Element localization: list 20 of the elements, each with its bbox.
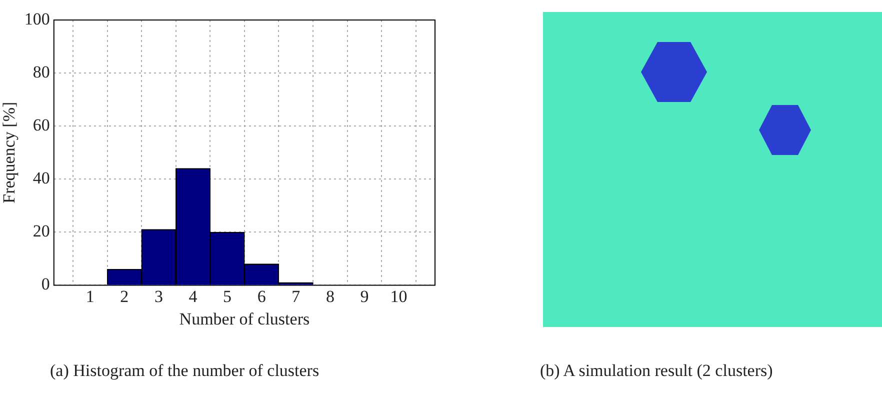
x-tick-label: 8 (326, 286, 334, 306)
text: (a) Histogram of the number of clusters (50, 360, 320, 382)
y-tick-label: 40 (32, 168, 50, 188)
y-tick-label: 80 (32, 62, 50, 82)
x-tick-label: 9 (360, 286, 369, 306)
text: (b) A simulation result (2 clusters) (540, 360, 774, 382)
y-tick-label: 100 (24, 9, 50, 28)
y-axis-title: Frequency [%] (0, 102, 19, 204)
x-tick-label: 6 (257, 286, 266, 306)
y-tick-label: 20 (32, 222, 50, 241)
x-tick-label: 10 (390, 286, 408, 306)
x-tick-label: 3 (154, 286, 163, 306)
x-tick-label: 2 (120, 286, 129, 306)
x-axis-title: Number of clusters (179, 309, 310, 328)
y-tick-label: 0 (41, 274, 50, 294)
x-tick-label: 4 (188, 286, 198, 306)
x-tick-label: 7 (292, 286, 301, 306)
x-tick-label: 1 (86, 286, 94, 306)
x-tick-label: 5 (223, 286, 232, 306)
y-tick-label: 60 (32, 116, 50, 135)
